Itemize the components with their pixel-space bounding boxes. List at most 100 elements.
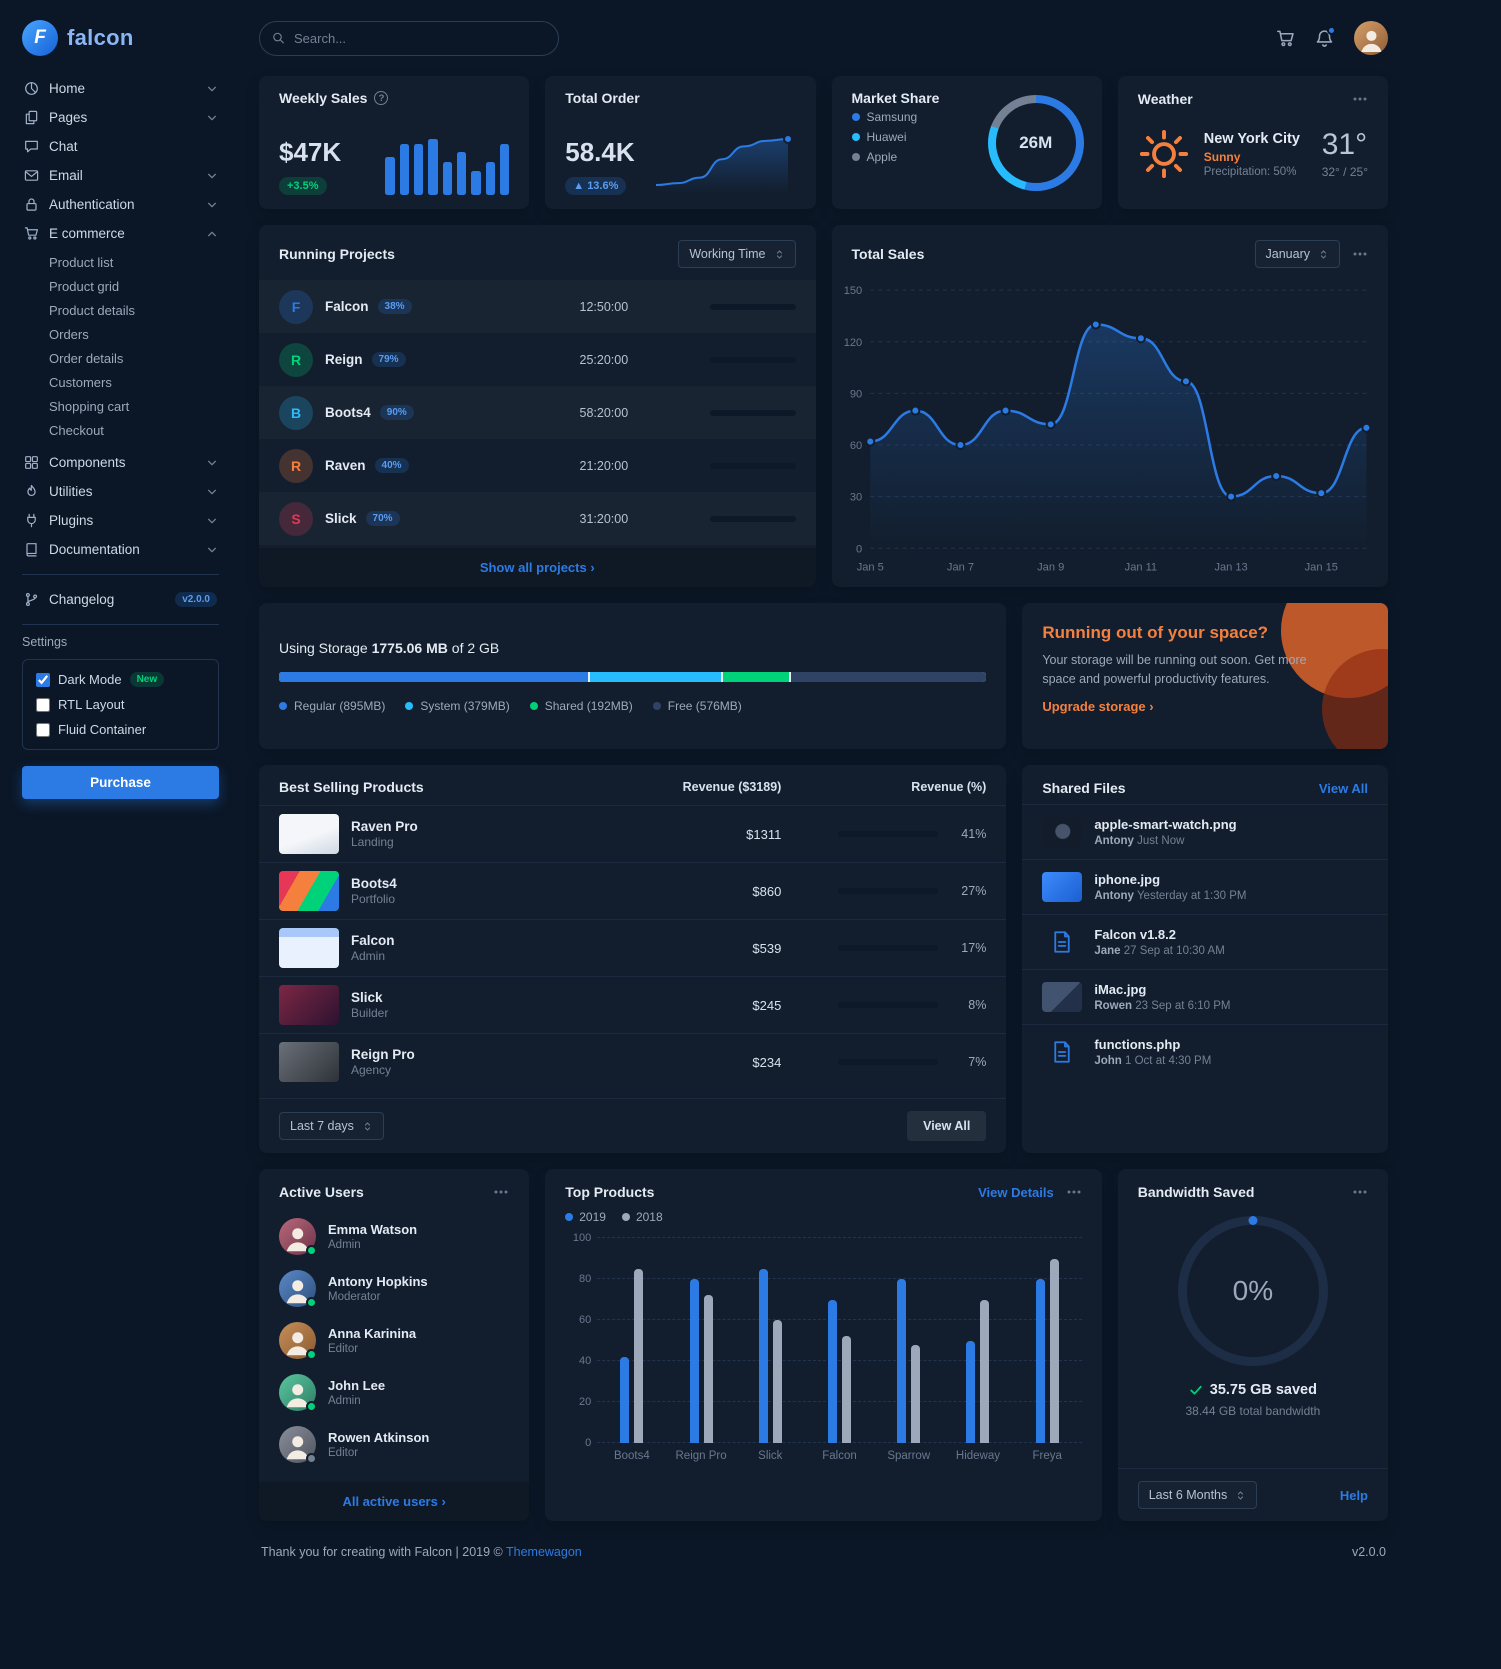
bell-icon[interactable] bbox=[1315, 25, 1336, 48]
user-name-link[interactable]: Anna Karinina bbox=[328, 1325, 417, 1341]
more-menu-icon[interactable] bbox=[1352, 91, 1368, 107]
sidebar-item-authentication[interactable]: Authentication bbox=[22, 190, 219, 219]
view-all-files-link[interactable]: View All bbox=[1318, 780, 1368, 796]
sidebar-item-utilities[interactable]: Utilities bbox=[22, 477, 219, 506]
sidebar-item-ecommerce[interactable]: E commerce bbox=[22, 219, 219, 248]
topbar-actions bbox=[1276, 21, 1388, 55]
product-row-slick[interactable]: Slick Builder $245 8% bbox=[259, 976, 1007, 1033]
samsung-dot bbox=[851, 113, 860, 121]
sidebar-subitem-product-details[interactable]: Product details bbox=[49, 302, 135, 318]
sidebar-item-pages[interactable]: Pages bbox=[22, 103, 219, 132]
view-details-link[interactable]: View Details bbox=[978, 1184, 1054, 1200]
user-name-link[interactable]: Antony Hopkins bbox=[328, 1273, 428, 1289]
file-row-iphone[interactable]: iphone.jpg Antony Yesterday at 1:30 PM bbox=[1022, 859, 1388, 914]
file-name-link[interactable]: apple-smart-watch.png bbox=[1094, 817, 1237, 832]
sidebar-subitem-checkout[interactable]: Checkout bbox=[49, 422, 104, 438]
legend-item-2018[interactable]: 2018 bbox=[621, 1210, 663, 1224]
person-icon bbox=[1357, 26, 1386, 55]
upgrade-storage-link[interactable]: Upgrade storage › bbox=[1042, 698, 1154, 714]
show-all-projects-link[interactable]: Show all projects › bbox=[479, 560, 595, 575]
project-row-falcon[interactable]: F Falcon 38% 12:50:00 bbox=[259, 280, 816, 333]
user-name-link[interactable]: Rowen Atkinson bbox=[328, 1429, 430, 1445]
project-row-slick[interactable]: S Slick 70% 31:20:00 bbox=[259, 492, 816, 545]
project-row-boots4[interactable]: B Boots4 90% 58:20:00 bbox=[259, 386, 816, 439]
file-name-link[interactable]: functions.php bbox=[1094, 1037, 1181, 1052]
purchase-button[interactable]: Purchase bbox=[22, 766, 219, 799]
sidebar-item-chat[interactable]: Chat bbox=[22, 132, 219, 161]
search-input[interactable] bbox=[259, 20, 559, 56]
product-category-link[interactable]: Landing bbox=[351, 835, 394, 849]
user-row-emma-watson[interactable]: Emma Watson Admin bbox=[259, 1210, 529, 1262]
project-time: 25:20:00 bbox=[579, 352, 629, 367]
user-row-antony-hopkins[interactable]: Antony Hopkins Moderator bbox=[259, 1262, 529, 1314]
fluid-container-toggle[interactable]: Fluid Container bbox=[36, 722, 205, 737]
more-menu-icon[interactable] bbox=[1352, 246, 1368, 262]
month-select[interactable]: January bbox=[1254, 240, 1340, 268]
rtl-layout-toggle[interactable]: RTL Layout bbox=[36, 697, 205, 712]
product-category-link[interactable]: Portfolio bbox=[351, 892, 396, 906]
months-select[interactable]: Last 6 Months bbox=[1137, 1481, 1258, 1509]
sidebar-subitem-customers[interactable]: Customers bbox=[49, 374, 112, 390]
dark-mode-toggle[interactable]: Dark Mode New bbox=[36, 672, 205, 687]
product-row-reign-pro[interactable]: Reign Pro Agency $234 7% bbox=[259, 1033, 1007, 1090]
product-row-raven-pro[interactable]: Raven Pro Landing $1311 41% bbox=[259, 805, 1007, 862]
product-row-falcon[interactable]: Falcon Admin $539 17% bbox=[259, 919, 1007, 976]
help-icon[interactable]: ? bbox=[374, 91, 389, 105]
more-menu-icon[interactable] bbox=[1066, 1184, 1082, 1200]
total-order-title: Total Order bbox=[565, 90, 640, 106]
sidebar-item-documentation[interactable]: Documentation bbox=[22, 535, 219, 564]
sidebar-subitem-product-grid[interactable]: Product grid bbox=[49, 278, 120, 294]
file-thumbnail bbox=[1042, 872, 1083, 902]
legend-item-2019[interactable]: 2019 bbox=[565, 1210, 606, 1224]
themewagon-link[interactable]: Themewagon bbox=[506, 1545, 582, 1559]
search-box[interactable] bbox=[259, 20, 559, 56]
project-row-reign[interactable]: R Reign 79% 25:20:00 bbox=[259, 333, 816, 386]
sidebar-item-changelog[interactable]: Changelog v2.0.0 bbox=[22, 585, 219, 614]
fluid-container-checkbox[interactable] bbox=[36, 722, 50, 737]
legend-system: System (379MB) bbox=[405, 699, 510, 713]
product-category-link[interactable]: Admin bbox=[351, 949, 386, 963]
file-name-link[interactable]: iMac.jpg bbox=[1094, 982, 1147, 997]
user-name-link[interactable]: Emma Watson bbox=[328, 1221, 418, 1237]
file-name-link[interactable]: Falcon v1.8.2 bbox=[1094, 927, 1176, 942]
sidebar-item-components[interactable]: Components bbox=[22, 448, 219, 477]
sidebar-subitem-shopping-cart[interactable]: Shopping cart bbox=[49, 398, 130, 414]
dark-mode-checkbox[interactable] bbox=[36, 672, 50, 687]
time-range-select[interactable]: Last 7 days bbox=[279, 1112, 384, 1140]
working-time-select[interactable]: Working Time bbox=[678, 240, 796, 268]
file-row-functions-php[interactable]: functions.php John 1 Oct at 4:30 PM bbox=[1022, 1024, 1388, 1079]
sort-icon bbox=[774, 249, 785, 260]
user-avatar[interactable] bbox=[1354, 21, 1388, 55]
more-menu-icon[interactable] bbox=[1352, 1184, 1368, 1200]
user-row-john-lee[interactable]: John Lee Admin bbox=[259, 1366, 529, 1418]
product-category-link[interactable]: Builder bbox=[351, 1006, 389, 1020]
brand-logo[interactable]: F falcon bbox=[22, 10, 219, 74]
revenue-progress-bar bbox=[838, 831, 939, 837]
file-name-link[interactable]: iphone.jpg bbox=[1094, 872, 1161, 887]
file-row-apple-smart-watch[interactable]: apple-smart-watch.png Antony Just Now bbox=[1022, 804, 1388, 859]
more-menu-icon[interactable] bbox=[493, 1184, 509, 1200]
best-selling-card: Best Selling Products Revenue ($3189) Re… bbox=[259, 765, 1007, 1153]
product-row-boots4[interactable]: Boots4 Portfolio $860 27% bbox=[259, 862, 1007, 919]
view-all-button[interactable]: View All bbox=[907, 1111, 987, 1141]
sidebar-item-plugins[interactable]: Plugins bbox=[22, 506, 219, 535]
rtl-layout-checkbox[interactable] bbox=[36, 697, 50, 712]
file-row-imac[interactable]: iMac.jpg Rowen 23 Sep at 6:10 PM bbox=[1022, 969, 1388, 1024]
weather-range: 32° / 25° bbox=[1321, 164, 1368, 179]
product-category-link[interactable]: Agency bbox=[351, 1063, 392, 1077]
file-row-falcon-archive[interactable]: Falcon v1.8.2 Jane 27 Sep at 10:30 AM bbox=[1022, 914, 1388, 969]
user-row-rowen-atkinson[interactable]: Rowen Atkinson Editor bbox=[259, 1418, 529, 1470]
sidebar-subitem-orders[interactable]: Orders bbox=[49, 326, 89, 342]
user-row-anna-karinina[interactable]: Anna Karinina Editor bbox=[259, 1314, 529, 1366]
cart-icon[interactable] bbox=[1276, 29, 1295, 48]
sidebar-subitem-product-list[interactable]: Product list bbox=[49, 254, 114, 270]
user-name-link[interactable]: John Lee bbox=[328, 1377, 386, 1393]
svg-text:30: 30 bbox=[849, 492, 861, 504]
all-active-users-link[interactable]: All active users › bbox=[342, 1494, 446, 1509]
help-link[interactable]: Help bbox=[1339, 1487, 1368, 1503]
sidebar-subitem-order-details[interactable]: Order details bbox=[49, 350, 124, 366]
project-row-raven[interactable]: R Raven 40% 21:20:00 bbox=[259, 439, 816, 492]
sidebar-item-email[interactable]: Email bbox=[22, 161, 219, 190]
sidebar-item-home[interactable]: Home bbox=[22, 74, 219, 103]
cart-icon bbox=[24, 226, 39, 241]
